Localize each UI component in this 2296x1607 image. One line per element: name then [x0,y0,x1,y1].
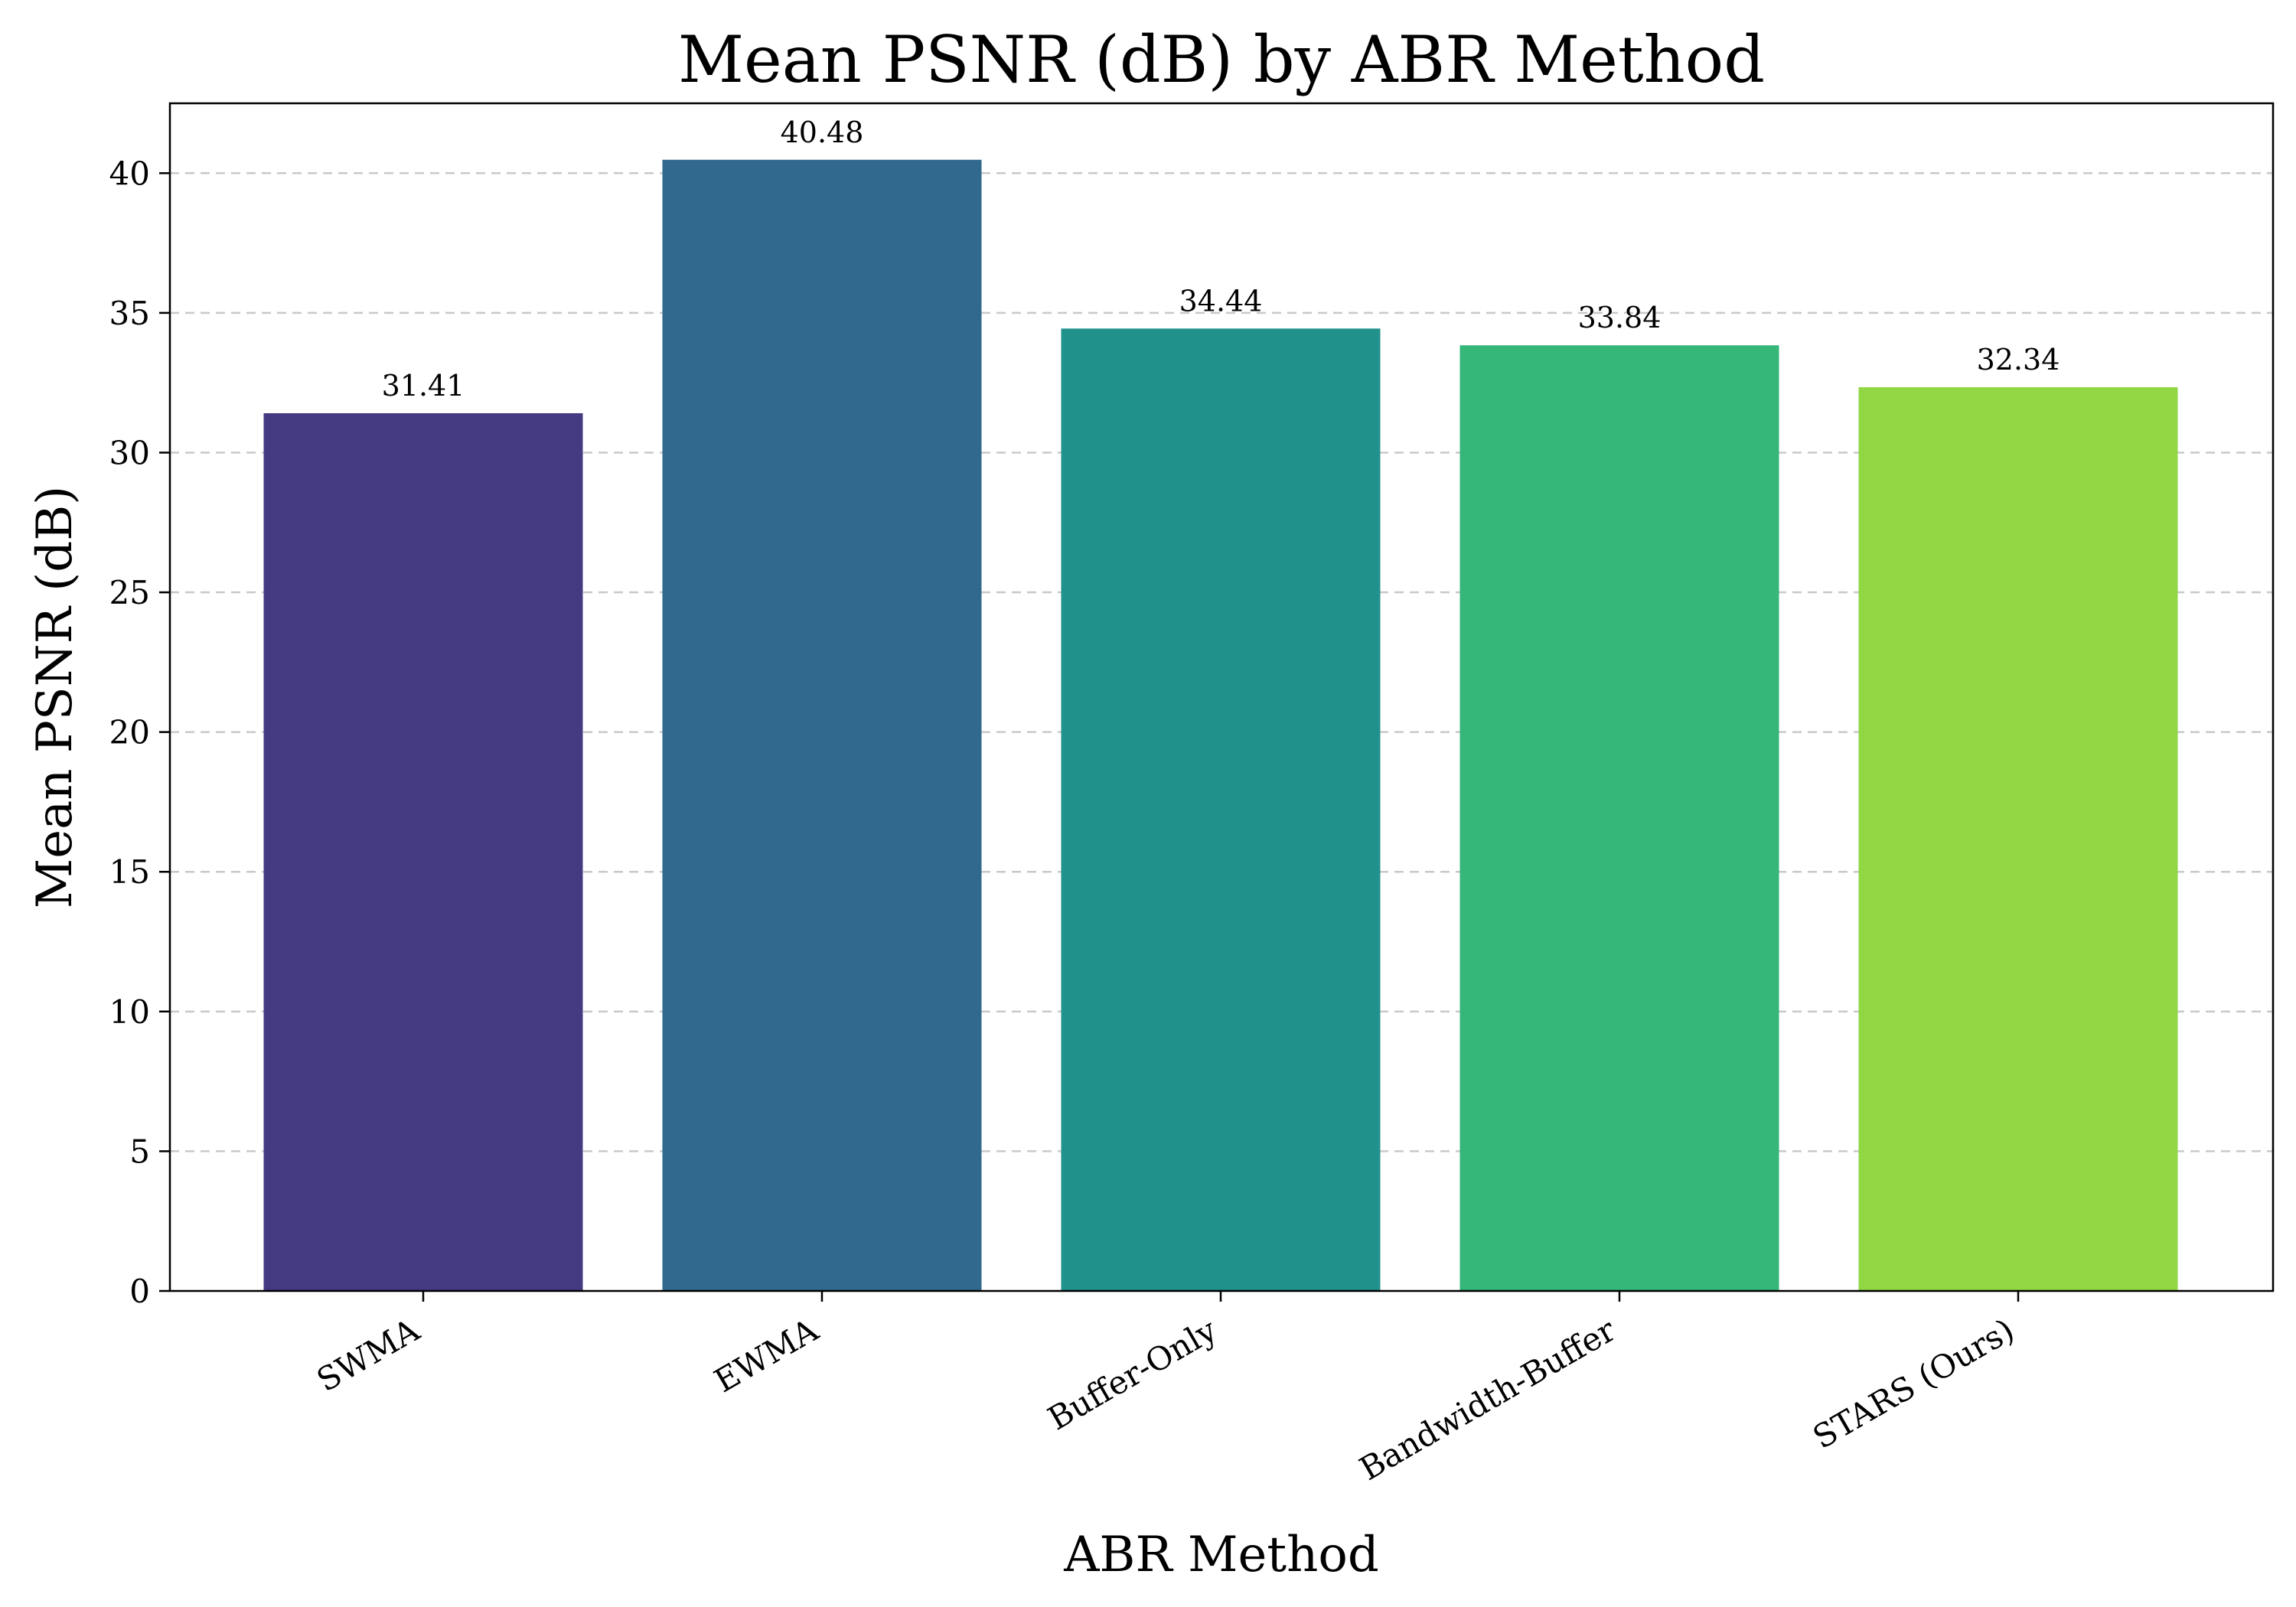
bar-stars-ours [1858,387,2178,1291]
bar-value-label: 32.34 [1977,343,2060,376]
y-tick-label: 30 [109,434,150,471]
y-tick-label: 40 [109,155,150,192]
bar-value-labels: 31.41 40.48 34.44 33.84 32.34 [382,116,2060,403]
y-tick-label: 25 [109,574,150,611]
y-tick-label: 0 [129,1273,150,1310]
y-tick-label: 10 [109,993,150,1031]
x-axis-label: ABR Method [1063,1527,1379,1583]
bar-bandwidth-buffer [1459,345,1779,1292]
x-tick-label: SWMA [311,1311,426,1399]
bar-value-label: 40.48 [781,116,864,149]
x-tick-label: STARS (Ours) [1806,1311,2020,1456]
bar-swma [263,412,583,1291]
bar-ewma [662,159,982,1292]
x-tick-label: Bandwidth-Buffer [1353,1311,1623,1488]
y-tick-label: 35 [109,295,150,332]
y-tick-label: 20 [109,714,150,751]
x-axis-ticks: SWMA EWMA Buffer-Only Bandwidth-Buffer STARS… [311,1291,2020,1488]
y-tick-label: 5 [129,1133,150,1170]
y-tick-label: 15 [109,853,150,891]
x-tick-label: EWMA [708,1311,825,1400]
bar-value-label: 33.84 [1578,301,1662,334]
y-axis-ticks: 0 5 10 15 20 25 30 35 40 [109,155,170,1310]
x-tick-label: Buffer-Only [1042,1311,1223,1437]
bar-value-label: 34.44 [1179,284,1263,318]
y-axis-label: Mean PSNR (dB) [27,486,83,909]
bars [263,159,2178,1292]
bar-buffer-only [1061,328,1381,1291]
chart-title: Mean PSNR (dB) by ABR Method [678,22,1765,97]
bar-value-label: 31.41 [382,369,465,403]
